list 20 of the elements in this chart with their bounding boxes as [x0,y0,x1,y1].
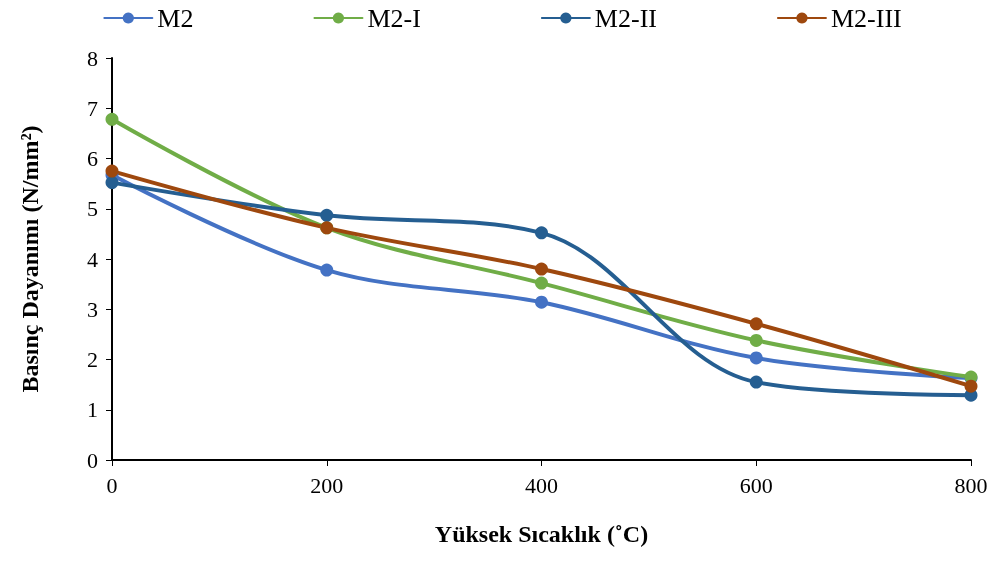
y-tick-label: 2 [87,347,98,372]
x-tick-label: 0 [106,472,118,498]
y-tick-label: 8 [87,45,98,71]
x-tick-label: 200 [310,472,344,498]
x-tick-label: 400 [525,472,558,498]
legend-label: M2 [157,3,194,33]
y-tick-label: 6 [87,146,98,171]
y-axis-title: Basınç Dayanımı (N/mm²) [17,125,43,393]
legend-label: M2-I [367,3,421,33]
y-tick-label: 1 [87,397,98,423]
x-tick-label: 800 [954,472,988,498]
y-tick-label: 0 [87,447,98,473]
y-tick-label: 5 [87,196,98,222]
legend-label: M2-III [830,3,902,33]
x-axis-title: Yüksek Sıcaklık (˚C) [434,521,649,547]
y-tick-label: 7 [87,95,98,121]
x-tick-label: 600 [739,472,773,498]
y-tick-label: 4 [87,246,98,272]
y-tick-label: 3 [87,296,98,322]
legend-label: M2-II [594,3,657,33]
